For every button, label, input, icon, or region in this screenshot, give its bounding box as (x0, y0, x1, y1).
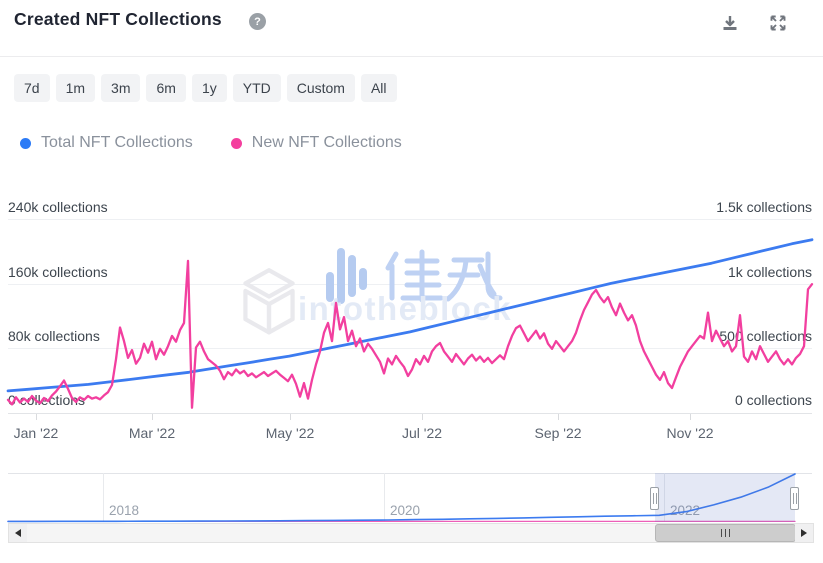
right-axis-label-1-5k: 1.5k collections (716, 199, 812, 215)
navigator-top-border (8, 473, 812, 474)
x-tick (558, 414, 559, 420)
gridline (8, 219, 812, 220)
navigator-gridline-2018 (103, 473, 104, 522)
x-axis-label-mar: Mar '22 (128, 425, 176, 441)
legend-label-new: New NFT Collections (251, 134, 402, 151)
right-triangle-icon (801, 529, 807, 537)
header-divider (0, 56, 823, 57)
legend-item-total[interactable]: Total NFT Collections (20, 134, 193, 152)
navigator-gridline-2022 (664, 473, 665, 522)
navigator-year-2018: 2018 (109, 503, 140, 518)
right-axis-label-0: 0 collections (734, 392, 812, 408)
x-axis-label-sep: Sep '22 (534, 425, 582, 441)
left-axis-label-240k: 240k collections (8, 199, 108, 215)
download-icon[interactable] (720, 13, 740, 33)
range-button-1m[interactable]: 1m (55, 74, 96, 102)
chart-legend: Total NFT Collections New NFT Collection… (20, 132, 402, 154)
navigator-left-handle[interactable] (650, 487, 659, 510)
left-axis-label-160k: 160k collections (8, 264, 108, 280)
range-button-custom[interactable]: Custom (286, 74, 355, 102)
range-button-all[interactable]: All (360, 74, 397, 102)
page-title: Created NFT Collections (14, 9, 222, 29)
range-button-7d[interactable]: 7d (14, 74, 50, 102)
x-tick (290, 414, 291, 420)
range-navigator[interactable]: 2018 2020 2022 (0, 468, 823, 523)
navigator-right-handle[interactable] (790, 487, 799, 510)
x-tick (422, 414, 423, 420)
main-chart[interactable]: 240k collections 160k collections 80k co… (0, 170, 823, 460)
x-tick (36, 414, 37, 420)
scrollbar-left-arrow[interactable] (9, 524, 27, 542)
navigator-gridline-2020 (384, 473, 385, 522)
x-axis-line (8, 413, 812, 414)
right-axis-label-1k: 1k collections (727, 264, 812, 280)
navigator-year-2022: 2022 (670, 503, 701, 518)
navigator-canvas (7, 473, 796, 523)
x-axis-label-jul: Jul '22 (401, 425, 443, 441)
x-tick (152, 414, 153, 420)
left-axis-label-80k: 80k collections (8, 328, 100, 344)
expand-icon[interactable] (768, 13, 788, 33)
x-axis-label-jan: Jan '22 (13, 425, 59, 441)
horizontal-scrollbar[interactable] (8, 523, 814, 543)
range-button-3m[interactable]: 3m (101, 74, 141, 102)
chart-canvas[interactable] (0, 170, 823, 460)
x-tick (690, 414, 691, 420)
scrollbar-right-arrow[interactable] (795, 524, 813, 542)
x-axis-label-nov: Nov '22 (666, 425, 714, 441)
legend-label-total: Total NFT Collections (41, 134, 193, 151)
left-triangle-icon (15, 529, 21, 537)
legend-dot-pink (230, 137, 242, 149)
help-icon[interactable]: ? (249, 13, 266, 30)
legend-item-new[interactable]: New NFT Collections (230, 134, 402, 152)
gridline (8, 348, 812, 349)
range-button-ytd[interactable]: YTD (232, 74, 281, 102)
range-button-6m[interactable]: 6m (146, 74, 186, 102)
scrollbar-thumb[interactable] (655, 524, 796, 542)
time-range-buttons: 7d 1m 3m 6m 1y YTD Custom All (14, 74, 397, 102)
x-axis-label-may: May '22 (265, 425, 315, 441)
navigator-selected-range[interactable] (655, 473, 795, 522)
range-button-1y[interactable]: 1y (191, 74, 227, 102)
navigator-year-2020: 2020 (390, 503, 421, 518)
legend-dot-blue (20, 137, 31, 149)
